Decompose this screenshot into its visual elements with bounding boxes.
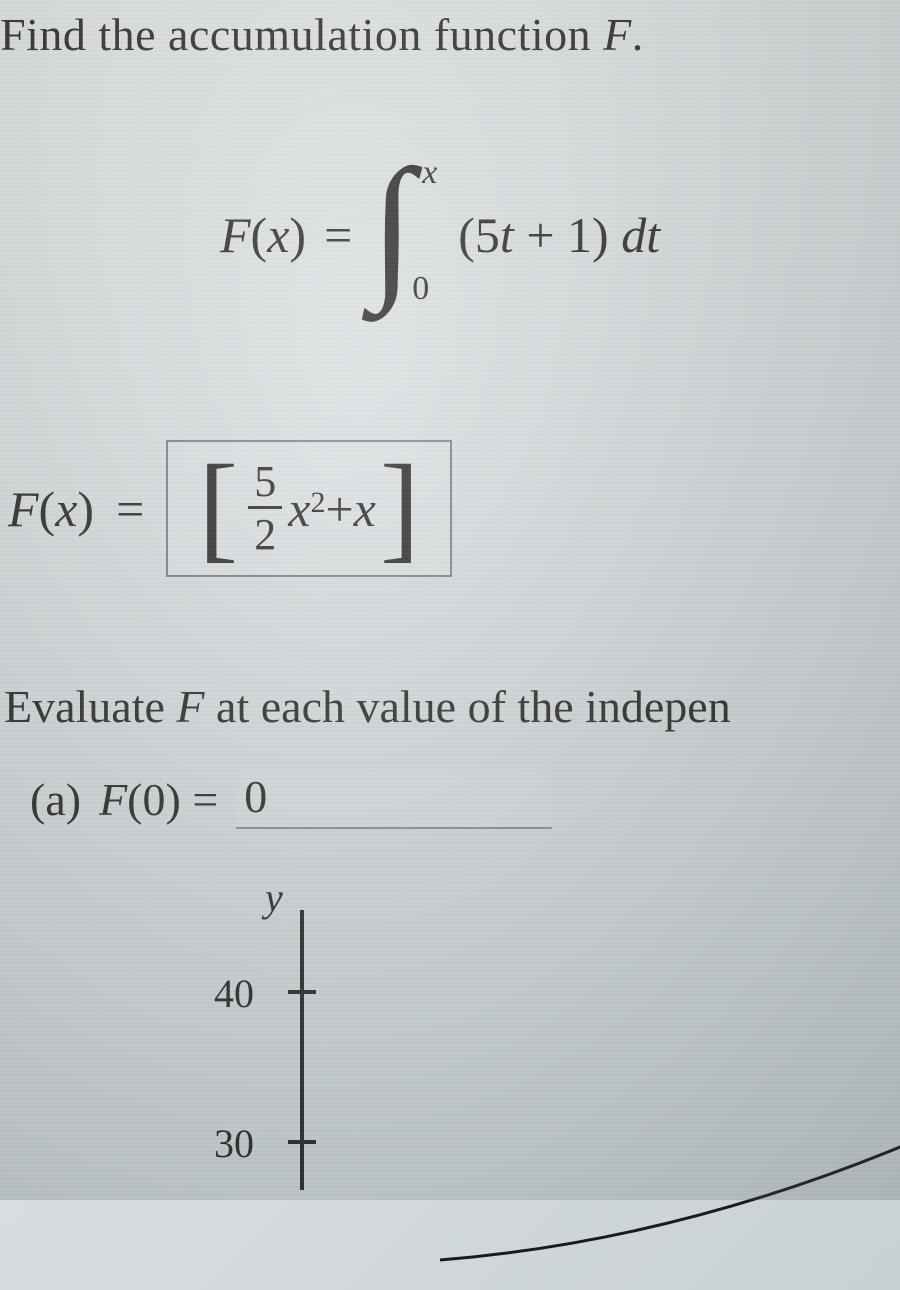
def-arg: x: [267, 207, 289, 263]
integrand-var: t: [500, 207, 514, 263]
answer-input-box[interactable]: [ 5 2 x2 + x ]: [166, 440, 452, 577]
ans-arg: x: [55, 481, 77, 537]
def-equals: =: [324, 206, 352, 264]
integrand-const: 1: [567, 207, 592, 263]
y-axis-label: y: [265, 874, 283, 921]
pa-arg: 0: [143, 774, 166, 825]
prompt-line: Find the accumulation function F.: [0, 8, 644, 61]
ans-func: F: [8, 481, 39, 537]
ans-exp: 2: [310, 486, 325, 520]
prompt-func-symbol: F: [603, 9, 632, 60]
integrand: (5t + 1) dt: [458, 206, 660, 264]
diff-d: d: [621, 207, 646, 263]
eval-tail: at each value of the indepen: [205, 681, 731, 732]
right-bracket: ]: [376, 459, 424, 555]
pa-func: F: [99, 774, 127, 825]
integrand-plus: +: [514, 207, 567, 263]
frac-den: 2: [248, 506, 282, 557]
upper-limit: x: [422, 154, 437, 192]
ans-term2: x: [354, 480, 376, 538]
prompt-text: Find the accumulation function: [0, 9, 603, 60]
ans-plus: +: [325, 480, 353, 538]
frac-num: 5: [248, 460, 282, 506]
eval-func: F: [176, 681, 204, 732]
diff-var: t: [646, 207, 660, 263]
ans-var: x: [288, 480, 310, 538]
paren-close: ): [592, 207, 621, 263]
accumulation-definition: F(x) = ∫ x 0 (5t + 1) dt: [220, 160, 660, 310]
integrand-coeff: 5: [475, 207, 500, 263]
part-a-row: (a) F(0) = 0: [30, 770, 552, 829]
answer-lhs: F(x): [8, 480, 94, 538]
y-axis-line: [300, 910, 304, 1190]
evaluate-prompt: Evaluate F at each value of the indepen: [4, 680, 731, 733]
curve-fragment: [440, 1090, 900, 1290]
tick-40: [288, 990, 316, 994]
part-a-label: (a): [30, 773, 81, 826]
eval-text: Evaluate: [4, 681, 176, 732]
pa-value: 0: [244, 771, 267, 822]
prompt-tail: .: [632, 9, 644, 60]
ans-equals: =: [116, 480, 144, 538]
fraction-five-halves: 5 2: [248, 460, 282, 557]
part-a-answer-field[interactable]: 0: [236, 770, 552, 829]
left-bracket: [: [194, 459, 242, 555]
def-func: F: [220, 207, 251, 263]
tick-label-40: 40: [204, 970, 254, 1017]
lower-limit: 0: [412, 270, 429, 308]
pa-eq: =: [192, 774, 218, 825]
tick-30: [288, 1140, 316, 1144]
tick-label-30: 30: [204, 1120, 254, 1167]
answer-row: F(x) = [ 5 2 x2 + x ]: [8, 440, 452, 577]
integral-symbol: ∫: [370, 145, 414, 305]
def-lhs: F(x): [220, 206, 306, 264]
part-a-expr: F(0) =: [99, 773, 218, 826]
integral-sign: ∫ x 0: [370, 160, 440, 310]
paren-open: (: [458, 207, 475, 263]
